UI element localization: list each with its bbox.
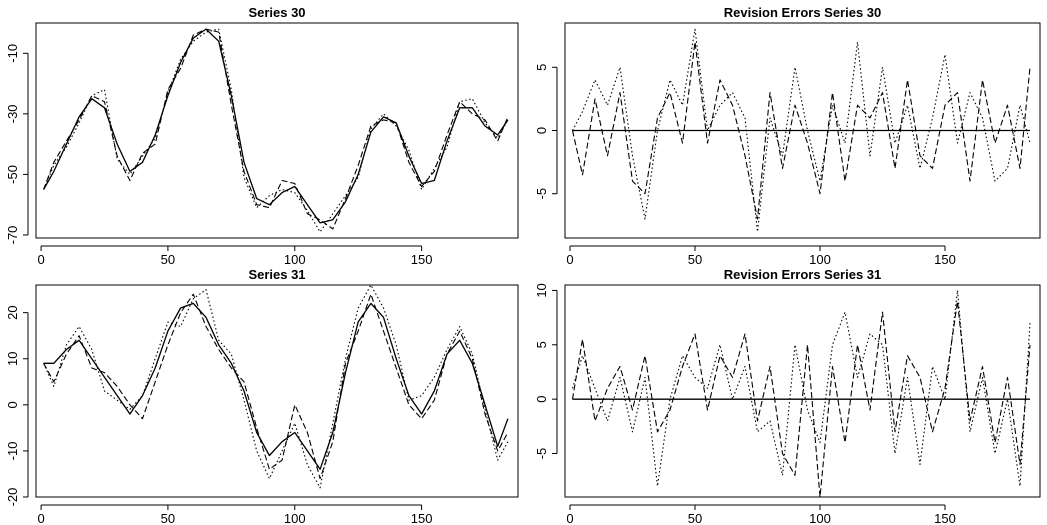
y-tick-label: -50 [5, 165, 20, 184]
y-tick-label: 10 [534, 283, 549, 297]
y-tick-label: 20 [5, 305, 20, 319]
series-line-dashed [43, 293, 509, 480]
panel-title: Series 31 [248, 267, 305, 282]
x-tick-label: 100 [284, 511, 306, 525]
series-line-dotted [43, 28, 509, 233]
x-tick-label: 150 [934, 252, 956, 267]
x-tick-label: 0 [37, 511, 44, 525]
series-line-solid [43, 302, 509, 470]
panel-title: Revision Errors Series 30 [724, 5, 882, 20]
y-tick-label: -20 [5, 488, 20, 507]
y-tick-label: -10 [5, 442, 20, 461]
plot-frame [564, 22, 1041, 239]
series-line-dotted [43, 284, 509, 489]
y-tick-label: -5 [534, 448, 549, 460]
series-line-solid [43, 28, 509, 224]
y-tick-label: -70 [5, 226, 20, 245]
y-tick-label: -30 [5, 104, 20, 123]
x-tick-label: 50 [688, 511, 702, 525]
x-tick-label: 150 [411, 511, 433, 525]
y-tick-label: 0 [534, 127, 549, 134]
series-line-dashed [571, 300, 1031, 498]
y-tick-label: 0 [534, 396, 549, 403]
panel-revision-errors-series-30: Revision Errors Series 30 0 50 100 150 -5 0 5 [534, 5, 1041, 267]
panel-series-31: Series 31 0 50 100 150 -20 -10 0 10 20 [5, 267, 519, 525]
x-tick-label: 50 [161, 252, 175, 267]
plot-frame [35, 22, 519, 239]
plot-frame [35, 284, 519, 498]
x-tick-label: 100 [809, 252, 831, 267]
panel-title: Series 30 [248, 5, 305, 20]
x-tick-label: 0 [566, 252, 573, 267]
y-tick-label: 0 [5, 401, 20, 408]
x-tick-label: 100 [284, 252, 306, 267]
series-line-dotted [571, 289, 1031, 487]
panel-series-30: Series 30 0 50 100 150 -70 -50 -30 -10 [5, 5, 519, 267]
x-tick-label: 0 [37, 252, 44, 267]
x-tick-label: 0 [566, 511, 573, 525]
panel-revision-errors-series-31: Revision Errors Series 31 0 50 100 150 -5 0 5 10 [534, 267, 1041, 525]
y-tick-label: 5 [534, 341, 549, 348]
series-line-dashed [571, 41, 1031, 220]
y-tick-label: 5 [534, 64, 549, 71]
series-line-dashed [43, 28, 509, 230]
y-tick-label: -10 [5, 44, 20, 63]
x-tick-label: 50 [688, 252, 702, 267]
x-tick-label: 50 [161, 511, 175, 525]
series-line-dotted [572, 28, 1031, 233]
panel-title: Revision Errors Series 31 [724, 267, 882, 282]
y-tick-label: 10 [5, 352, 20, 366]
x-tick-label: 150 [411, 252, 433, 267]
y-tick-label: -5 [534, 188, 549, 200]
x-tick-label: 100 [809, 511, 831, 525]
x-tick-label: 150 [934, 511, 956, 525]
plot-frame [564, 284, 1041, 498]
